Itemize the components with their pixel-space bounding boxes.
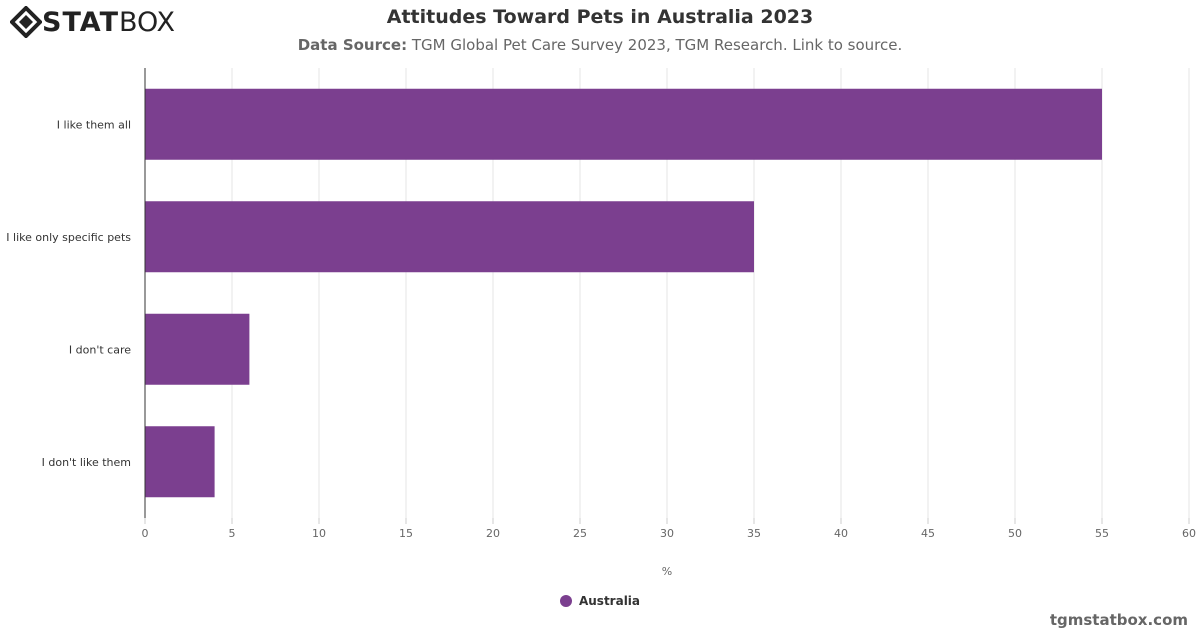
- y-category-label: I like them all: [57, 118, 131, 131]
- diamond-logo-icon: [10, 6, 42, 38]
- statbox-logo: STAT BOX: [10, 6, 175, 38]
- x-tick-label: 55: [1095, 527, 1109, 540]
- legend[interactable]: Australia: [0, 594, 1200, 608]
- x-tick-label: 40: [834, 527, 848, 540]
- x-tick-label: 25: [573, 527, 587, 540]
- bar[interactable]: [145, 88, 1102, 160]
- x-tick-label: 5: [229, 527, 236, 540]
- logo-text-light: BOX: [118, 6, 176, 38]
- x-tick-label: 35: [747, 527, 761, 540]
- x-tick-label: 10: [312, 527, 326, 540]
- chart-title: Attitudes Toward Pets in Australia 2023: [386, 6, 814, 28]
- chart-subtitle[interactable]: Data Source: TGM Global Pet Care Survey …: [0, 36, 1200, 54]
- logo-text-bold: STAT: [42, 6, 119, 38]
- y-category-label: I don't like them: [42, 456, 131, 469]
- x-tick-label: 0: [142, 527, 149, 540]
- source-link[interactable]: TGM Global Pet Care Survey 2023, TGM Res…: [411, 36, 903, 54]
- y-category-label: I don't care: [69, 343, 131, 356]
- legend-label[interactable]: Australia: [578, 594, 641, 608]
- bar[interactable]: [145, 313, 250, 385]
- bar[interactable]: [145, 201, 754, 273]
- x-tick-label: 20: [486, 527, 500, 540]
- x-tick-label: 30: [660, 527, 674, 540]
- x-tick-label: 50: [1008, 527, 1022, 540]
- source-label: Data Source:: [297, 36, 408, 54]
- legend-marker: [559, 595, 572, 607]
- x-axis-label: %: [662, 565, 672, 578]
- x-tick-label: 60: [1182, 527, 1196, 540]
- x-tick-label: 45: [921, 527, 935, 540]
- site-credit: tgmstatbox.com: [1049, 611, 1188, 629]
- x-tick-label: 15: [399, 527, 413, 540]
- bar[interactable]: [145, 426, 215, 498]
- y-category-label: I like only specific pets: [6, 231, 131, 244]
